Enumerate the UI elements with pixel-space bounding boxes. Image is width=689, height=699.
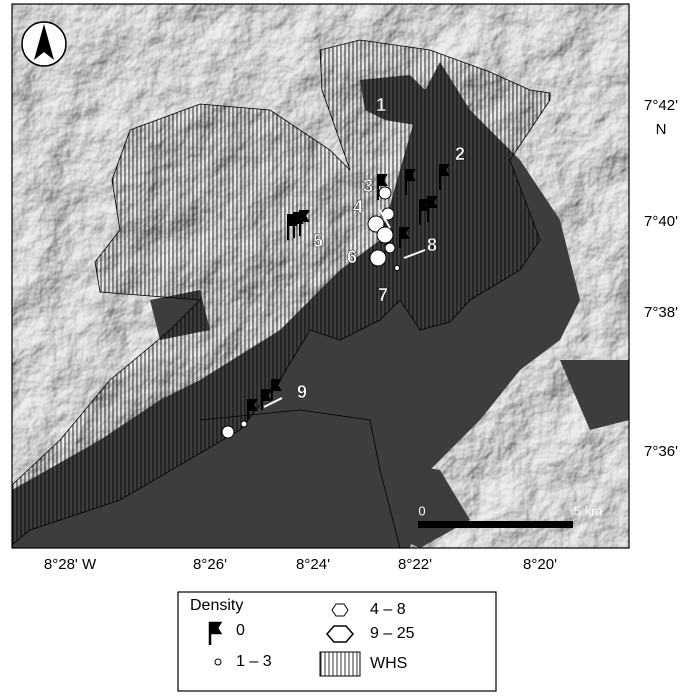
map-figure: 0 5 km 8°28' W 8°26' 8°24' 8°22' 8°20' 7°42'… bbox=[0, 0, 689, 694]
legend-item: 1 – 3 bbox=[236, 653, 272, 670]
legend-hatch bbox=[320, 652, 360, 676]
site-label: 1 bbox=[376, 95, 386, 115]
site-label: 7 bbox=[378, 285, 388, 305]
legend-item: WHS bbox=[370, 655, 407, 672]
x-label: 8°28' W bbox=[44, 556, 97, 573]
y-label: 7°40' bbox=[644, 213, 678, 230]
legend-item: 4 – 8 bbox=[370, 601, 406, 618]
y-label: 7°42' bbox=[644, 97, 678, 114]
north-arrow bbox=[22, 22, 66, 66]
site-label: 4 bbox=[353, 197, 363, 217]
x-label: 8°26' bbox=[193, 556, 227, 573]
legend-octagon-small bbox=[332, 604, 348, 616]
scale-end: 5 km bbox=[574, 503, 602, 518]
legend-item: 9 – 25 bbox=[370, 625, 415, 642]
site-label: 2 bbox=[455, 144, 465, 164]
legend: Density 0 1 – 3 4 – 8 9 – 25 WHS bbox=[178, 592, 496, 691]
site-label: 9 bbox=[297, 382, 307, 402]
x-label: 8°24' bbox=[296, 556, 330, 573]
y-axis-labels: 7°42' N 7°40' 7°38' 7°36' bbox=[644, 97, 678, 460]
x-label: 8°22' bbox=[398, 556, 432, 573]
y-label: 7°36' bbox=[644, 443, 678, 460]
legend-item: 0 bbox=[236, 622, 245, 639]
x-label: 8°20' bbox=[523, 556, 557, 573]
scale-start: 0 bbox=[418, 503, 425, 518]
legend-circle bbox=[215, 659, 221, 665]
site-label: 8 bbox=[427, 235, 437, 255]
x-axis-labels: 8°28' W 8°26' 8°24' 8°22' 8°20' bbox=[44, 556, 557, 573]
site-label: 5 bbox=[313, 231, 323, 251]
y-label: 7°38' bbox=[644, 304, 678, 321]
map-area bbox=[12, 4, 629, 548]
legend-title: Density bbox=[190, 597, 243, 614]
site-label: 3 bbox=[363, 176, 373, 196]
site-label: 6 bbox=[347, 247, 357, 267]
y-label: N bbox=[656, 121, 667, 138]
